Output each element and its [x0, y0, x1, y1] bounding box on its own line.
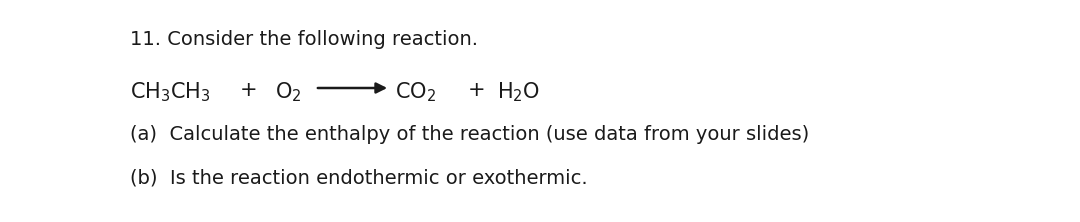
Text: O$_2$: O$_2$	[275, 80, 301, 104]
Text: (b)  Is the reaction endothermic or exothermic.: (b) Is the reaction endothermic or exoth…	[130, 168, 588, 187]
Text: H$_2$O: H$_2$O	[497, 80, 540, 104]
Text: 11. Consider the following reaction.: 11. Consider the following reaction.	[130, 30, 478, 49]
Text: (a)  Calculate the enthalpy of the reaction (use data from your slides): (a) Calculate the enthalpy of the reacti…	[130, 125, 809, 144]
Text: +: +	[240, 80, 258, 100]
Text: CO$_2$: CO$_2$	[395, 80, 436, 104]
Text: CH$_3$CH$_3$: CH$_3$CH$_3$	[130, 80, 211, 104]
Text: +: +	[468, 80, 486, 100]
